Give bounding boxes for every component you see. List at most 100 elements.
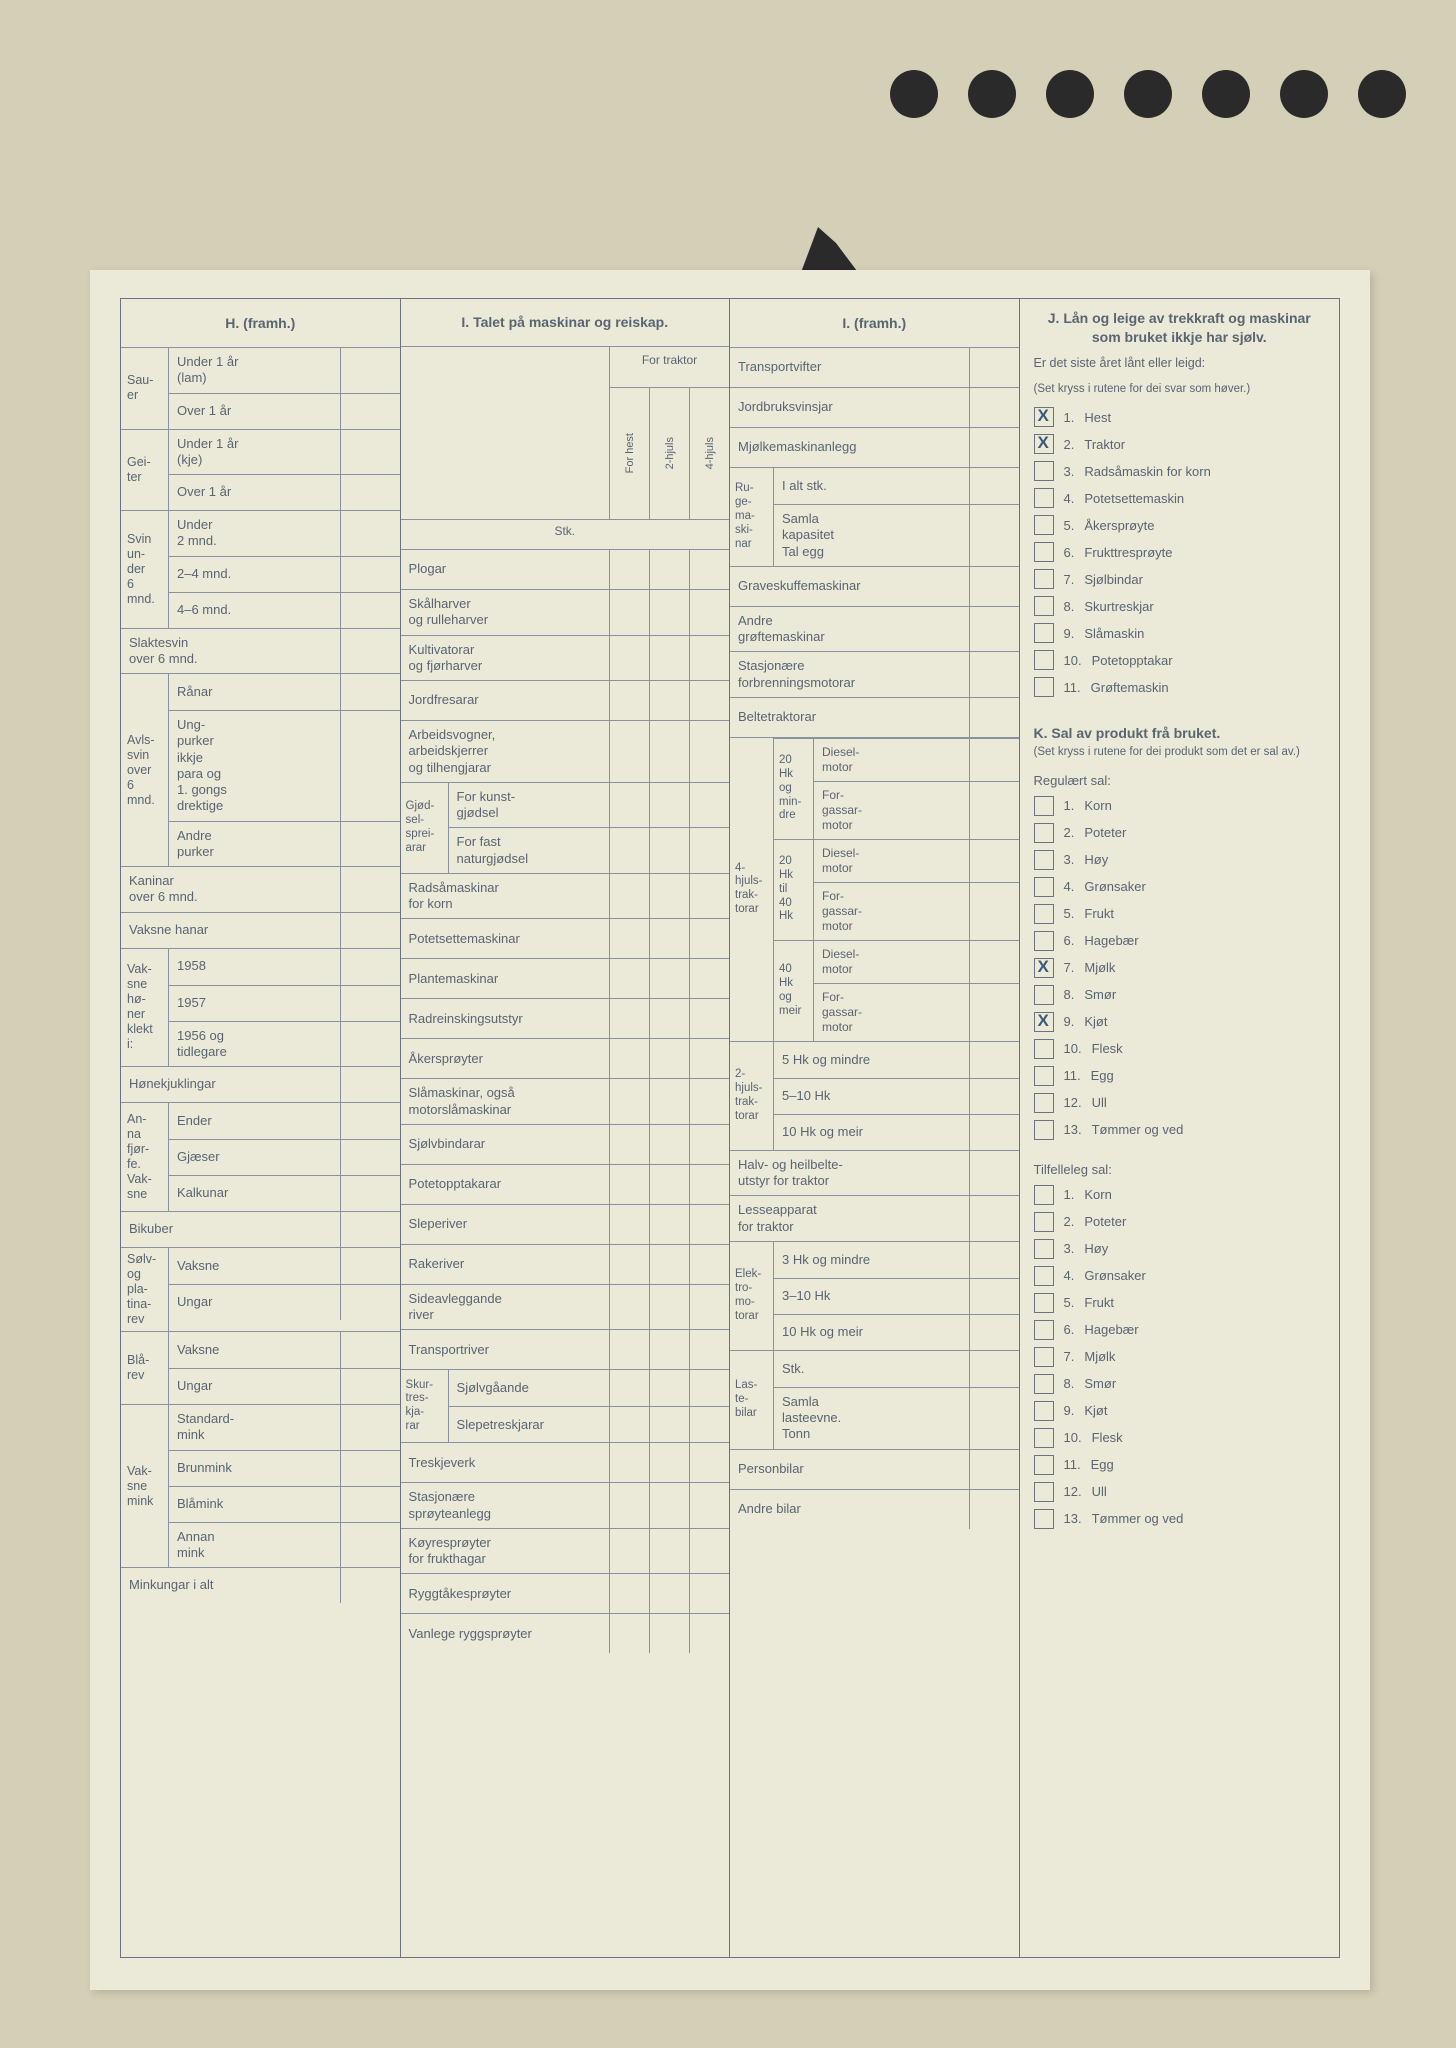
value-cell[interactable] bbox=[969, 941, 1019, 983]
value-cell[interactable] bbox=[969, 984, 1019, 1041]
value-cell[interactable] bbox=[340, 1523, 400, 1568]
value-cell[interactable] bbox=[689, 550, 729, 589]
value-cell[interactable] bbox=[649, 1407, 689, 1442]
value-cell[interactable] bbox=[689, 919, 729, 958]
value-cell[interactable] bbox=[609, 1285, 649, 1330]
value-cell[interactable] bbox=[609, 828, 649, 873]
value-cell[interactable] bbox=[649, 919, 689, 958]
value-cell[interactable] bbox=[340, 913, 400, 948]
value-cell[interactable] bbox=[340, 1405, 400, 1450]
value-cell[interactable] bbox=[340, 1140, 400, 1175]
value-cell[interactable] bbox=[689, 1443, 729, 1482]
value-cell[interactable] bbox=[340, 1568, 400, 1603]
checkbox[interactable] bbox=[1034, 1509, 1054, 1529]
value-cell[interactable] bbox=[609, 1079, 649, 1124]
value-cell[interactable] bbox=[609, 1330, 649, 1369]
value-cell[interactable] bbox=[969, 1490, 1019, 1529]
value-cell[interactable] bbox=[609, 550, 649, 589]
checkbox[interactable] bbox=[1034, 1347, 1054, 1367]
checkbox[interactable] bbox=[1034, 796, 1054, 816]
checkbox[interactable] bbox=[1034, 407, 1054, 427]
value-cell[interactable] bbox=[649, 828, 689, 873]
checkbox[interactable] bbox=[1034, 542, 1054, 562]
value-cell[interactable] bbox=[689, 590, 729, 635]
value-cell[interactable] bbox=[649, 1529, 689, 1574]
checkbox[interactable] bbox=[1034, 850, 1054, 870]
value-cell[interactable] bbox=[689, 1370, 729, 1406]
value-cell[interactable] bbox=[969, 1042, 1019, 1078]
value-cell[interactable] bbox=[340, 511, 400, 556]
value-cell[interactable] bbox=[969, 1196, 1019, 1241]
value-cell[interactable] bbox=[649, 1614, 689, 1653]
checkbox[interactable] bbox=[1034, 1455, 1054, 1475]
value-cell[interactable] bbox=[649, 1039, 689, 1078]
checkbox[interactable] bbox=[1034, 1293, 1054, 1313]
value-cell[interactable] bbox=[969, 1279, 1019, 1314]
checkbox[interactable] bbox=[1034, 1093, 1054, 1113]
checkbox[interactable] bbox=[1034, 461, 1054, 481]
value-cell[interactable] bbox=[649, 1165, 689, 1204]
value-cell[interactable] bbox=[609, 1407, 649, 1442]
value-cell[interactable] bbox=[340, 1332, 400, 1368]
value-cell[interactable] bbox=[689, 1039, 729, 1078]
value-cell[interactable] bbox=[340, 348, 400, 393]
checkbox[interactable] bbox=[1034, 1428, 1054, 1448]
value-cell[interactable] bbox=[969, 1388, 1019, 1449]
checkbox[interactable] bbox=[1034, 958, 1054, 978]
value-cell[interactable] bbox=[969, 607, 1019, 652]
value-cell[interactable] bbox=[649, 590, 689, 635]
checkbox[interactable] bbox=[1034, 1482, 1054, 1502]
value-cell[interactable] bbox=[649, 999, 689, 1038]
value-cell[interactable] bbox=[969, 883, 1019, 940]
value-cell[interactable] bbox=[969, 1315, 1019, 1350]
value-cell[interactable] bbox=[689, 783, 729, 828]
value-cell[interactable] bbox=[609, 959, 649, 998]
value-cell[interactable] bbox=[969, 698, 1019, 737]
value-cell[interactable] bbox=[609, 1039, 649, 1078]
value-cell[interactable] bbox=[609, 1370, 649, 1406]
value-cell[interactable] bbox=[340, 1212, 400, 1247]
value-cell[interactable] bbox=[969, 567, 1019, 606]
value-cell[interactable] bbox=[969, 1242, 1019, 1278]
checkbox[interactable] bbox=[1034, 1039, 1054, 1059]
value-cell[interactable] bbox=[340, 822, 400, 867]
value-cell[interactable] bbox=[609, 1614, 649, 1653]
checkbox[interactable] bbox=[1034, 904, 1054, 924]
value-cell[interactable] bbox=[609, 590, 649, 635]
value-cell[interactable] bbox=[689, 721, 729, 782]
value-cell[interactable] bbox=[340, 1285, 400, 1320]
checkbox[interactable] bbox=[1034, 1120, 1054, 1140]
value-cell[interactable] bbox=[969, 505, 1019, 566]
checkbox[interactable] bbox=[1034, 650, 1054, 670]
value-cell[interactable] bbox=[340, 1176, 400, 1211]
value-cell[interactable] bbox=[969, 428, 1019, 467]
checkbox[interactable] bbox=[1034, 1212, 1054, 1232]
value-cell[interactable] bbox=[649, 874, 689, 919]
value-cell[interactable] bbox=[689, 999, 729, 1038]
value-cell[interactable] bbox=[649, 1370, 689, 1406]
value-cell[interactable] bbox=[649, 550, 689, 589]
value-cell[interactable] bbox=[689, 1165, 729, 1204]
value-cell[interactable] bbox=[649, 1483, 689, 1528]
value-cell[interactable] bbox=[340, 1487, 400, 1522]
checkbox[interactable] bbox=[1034, 596, 1054, 616]
value-cell[interactable] bbox=[609, 721, 649, 782]
value-cell[interactable] bbox=[609, 1574, 649, 1613]
value-cell[interactable] bbox=[969, 840, 1019, 882]
value-cell[interactable] bbox=[340, 711, 400, 821]
checkbox[interactable] bbox=[1034, 488, 1054, 508]
value-cell[interactable] bbox=[969, 348, 1019, 387]
value-cell[interactable] bbox=[340, 1067, 400, 1102]
value-cell[interactable] bbox=[689, 1079, 729, 1124]
checkbox[interactable] bbox=[1034, 1066, 1054, 1086]
value-cell[interactable] bbox=[649, 783, 689, 828]
value-cell[interactable] bbox=[649, 1079, 689, 1124]
value-cell[interactable] bbox=[340, 1103, 400, 1139]
value-cell[interactable] bbox=[340, 867, 400, 912]
value-cell[interactable] bbox=[969, 1151, 1019, 1196]
checkbox[interactable] bbox=[1034, 877, 1054, 897]
value-cell[interactable] bbox=[609, 1529, 649, 1574]
value-cell[interactable] bbox=[340, 593, 400, 628]
value-cell[interactable] bbox=[609, 999, 649, 1038]
value-cell[interactable] bbox=[969, 739, 1019, 781]
